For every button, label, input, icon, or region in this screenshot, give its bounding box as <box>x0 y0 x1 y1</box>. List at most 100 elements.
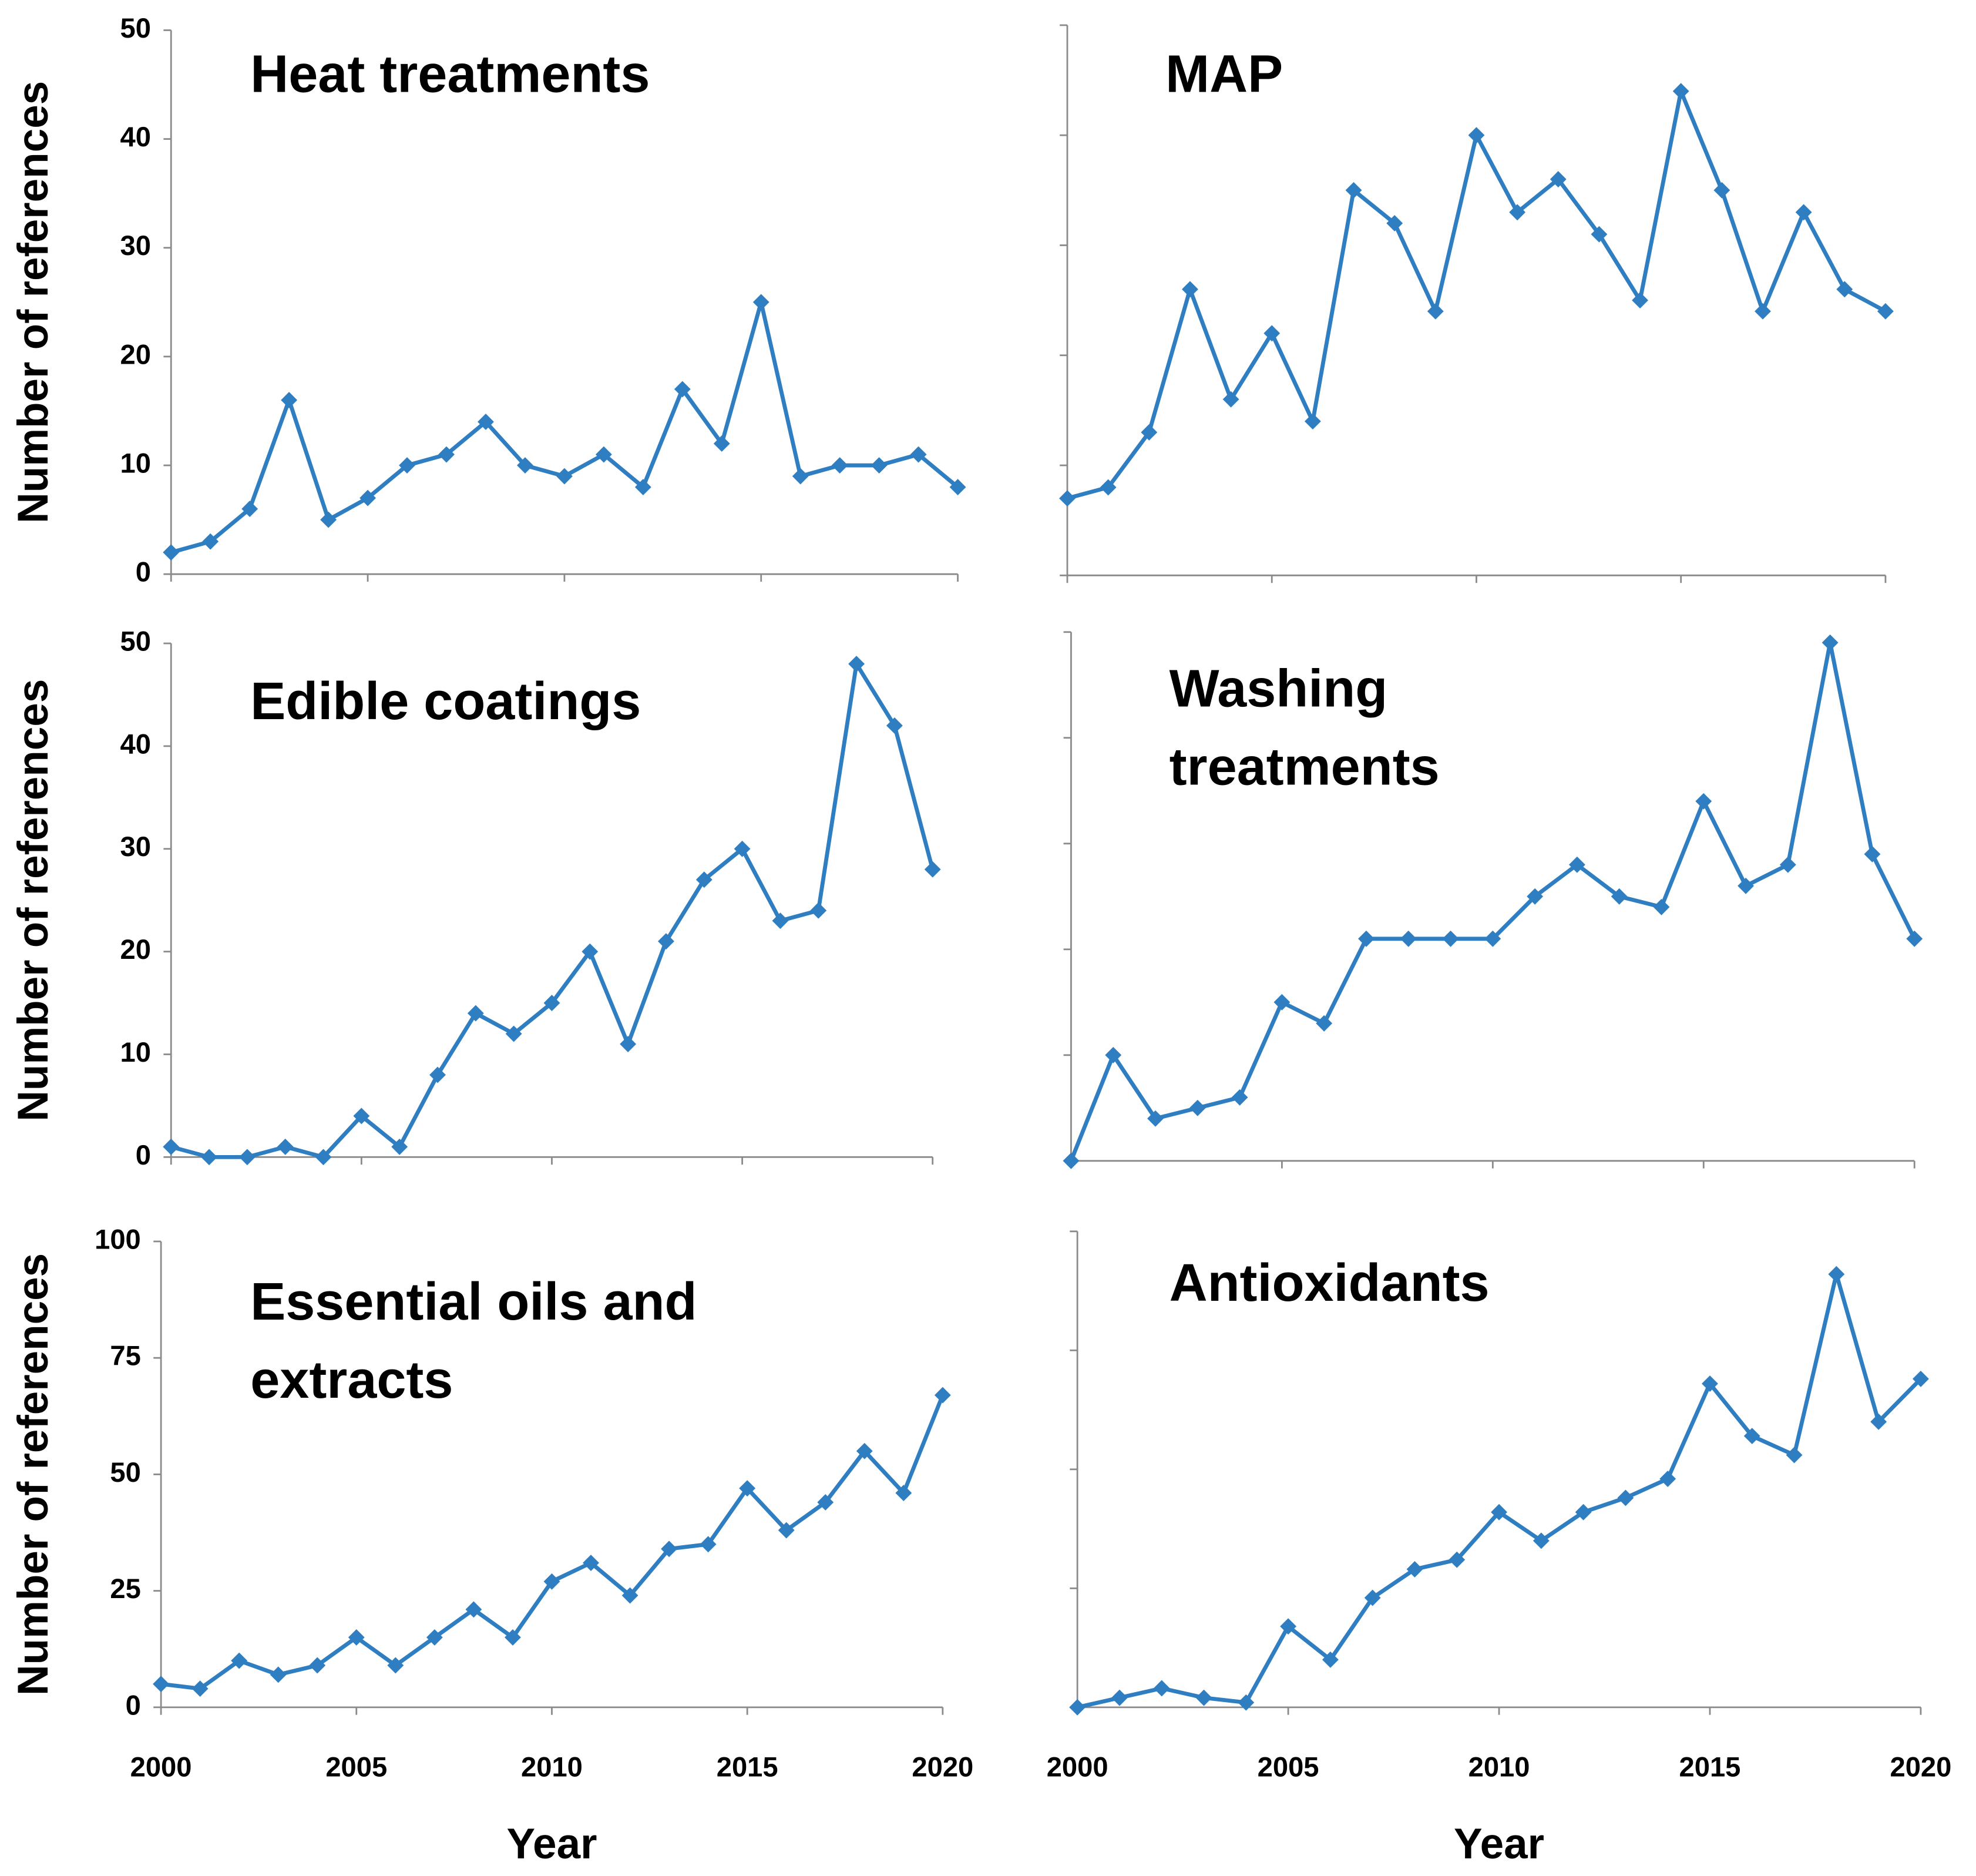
data-marker <box>1491 1504 1507 1521</box>
data-marker <box>1755 303 1771 320</box>
data-marker <box>1111 1689 1128 1706</box>
data-marker <box>1836 281 1853 298</box>
data-marker <box>1617 1489 1634 1506</box>
data-marker <box>438 446 455 463</box>
data-marker <box>856 1442 873 1459</box>
data-marker <box>1400 930 1417 947</box>
data-marker <box>1231 1089 1248 1106</box>
data-marker <box>621 1587 638 1604</box>
data-line <box>170 300 959 555</box>
data-marker <box>359 489 376 506</box>
data-marker <box>465 1601 482 1618</box>
panel-title: Antioxidants <box>1170 1254 1490 1313</box>
data-marker <box>772 912 789 929</box>
data-marker <box>1364 1589 1381 1606</box>
data-marker <box>1779 856 1796 873</box>
data-marker <box>1069 1699 1086 1716</box>
data-marker <box>1877 303 1894 320</box>
y-tick-label: 30 <box>120 831 151 862</box>
data-marker <box>1906 930 1923 947</box>
data-marker <box>595 446 612 463</box>
data-marker <box>1743 1428 1760 1445</box>
data-marker <box>1406 1561 1423 1578</box>
y-tick-label: 10 <box>120 447 151 478</box>
y-axis-label: Number of references <box>9 81 57 523</box>
data-marker <box>1222 391 1239 408</box>
data-marker <box>734 840 751 857</box>
data-marker <box>516 457 533 474</box>
data-marker <box>241 501 258 518</box>
y-tick-label: 50 <box>120 12 151 43</box>
data-marker <box>543 1573 560 1590</box>
panel: 0 10 20 30 40 50 Heat treatments Number of refe… <box>9 12 966 588</box>
data-marker <box>810 902 827 919</box>
y-axis-label: Number of references <box>9 1253 57 1696</box>
data-marker <box>1182 281 1198 298</box>
data-marker <box>1864 845 1881 863</box>
data-marker <box>231 1652 248 1669</box>
data-marker <box>1147 1110 1164 1127</box>
data-marker <box>202 533 219 550</box>
panel: Washing treatments <box>1063 631 1923 1169</box>
data-marker <box>934 1387 951 1404</box>
data-marker <box>426 1629 443 1646</box>
data-marker <box>320 511 337 528</box>
data-marker <box>387 1657 404 1674</box>
data-marker <box>583 1555 599 1571</box>
data-marker <box>1100 479 1117 496</box>
data-marker <box>620 1036 637 1052</box>
data-marker <box>886 717 903 734</box>
y-tick-label: 50 <box>120 626 151 657</box>
data-marker <box>1484 930 1501 947</box>
y-tick-label: 0 <box>136 1139 151 1170</box>
y-axis-label: Number of references <box>9 679 57 1122</box>
data-marker <box>1533 1532 1550 1549</box>
data-marker <box>848 656 865 672</box>
data-marker <box>895 1485 912 1502</box>
data-marker <box>713 435 730 452</box>
data-marker <box>1632 292 1648 309</box>
x-tick-label: 2020 <box>1890 1751 1952 1782</box>
y-tick-label: 0 <box>136 556 151 588</box>
x-tick-label: 2010 <box>521 1751 583 1782</box>
data-marker <box>1304 413 1321 430</box>
data-marker <box>1828 1266 1845 1283</box>
panel: 0 10 20 30 40 50 Edible coatings Number of refe… <box>9 626 941 1170</box>
data-marker <box>1063 1152 1080 1169</box>
data-marker <box>871 457 888 474</box>
data-marker <box>739 1480 756 1497</box>
data-marker <box>634 479 651 495</box>
data-marker <box>582 943 599 960</box>
data-marker <box>429 1066 446 1083</box>
data-marker <box>658 933 674 950</box>
x-tick-label: 2000 <box>1047 1751 1108 1782</box>
data-marker <box>505 1025 522 1042</box>
data-marker <box>778 1522 795 1539</box>
data-marker <box>1345 182 1362 199</box>
x-tick-label: 2005 <box>325 1751 387 1782</box>
data-marker <box>1153 1680 1170 1697</box>
data-marker <box>1568 856 1585 873</box>
data-marker <box>1738 877 1754 894</box>
data-marker <box>353 1108 370 1125</box>
data-marker <box>191 1680 209 1697</box>
y-tick-label: 30 <box>120 230 151 261</box>
data-marker <box>792 468 809 485</box>
data-marker <box>817 1494 834 1511</box>
data-marker <box>153 1676 170 1693</box>
y-tick-label: 75 <box>110 1340 140 1371</box>
panel-title: Essential oils and <box>250 1273 697 1331</box>
data-marker <box>348 1629 365 1646</box>
y-tick-label: 10 <box>120 1036 151 1068</box>
panel-title: MAP <box>1165 45 1283 104</box>
data-marker <box>1575 1504 1592 1521</box>
data-marker <box>201 1149 217 1166</box>
data-marker <box>1273 994 1291 1011</box>
panel: 0 25 50 75 100 2000 2005 2010 2015 2020 Essential … <box>9 1223 973 1868</box>
y-tick-label: 40 <box>120 121 151 152</box>
x-tick-label: 2015 <box>1679 1751 1741 1782</box>
data-marker <box>1912 1370 1929 1387</box>
data-line <box>160 1394 945 1691</box>
data-marker <box>1195 1689 1212 1706</box>
data-marker <box>1316 1015 1333 1032</box>
